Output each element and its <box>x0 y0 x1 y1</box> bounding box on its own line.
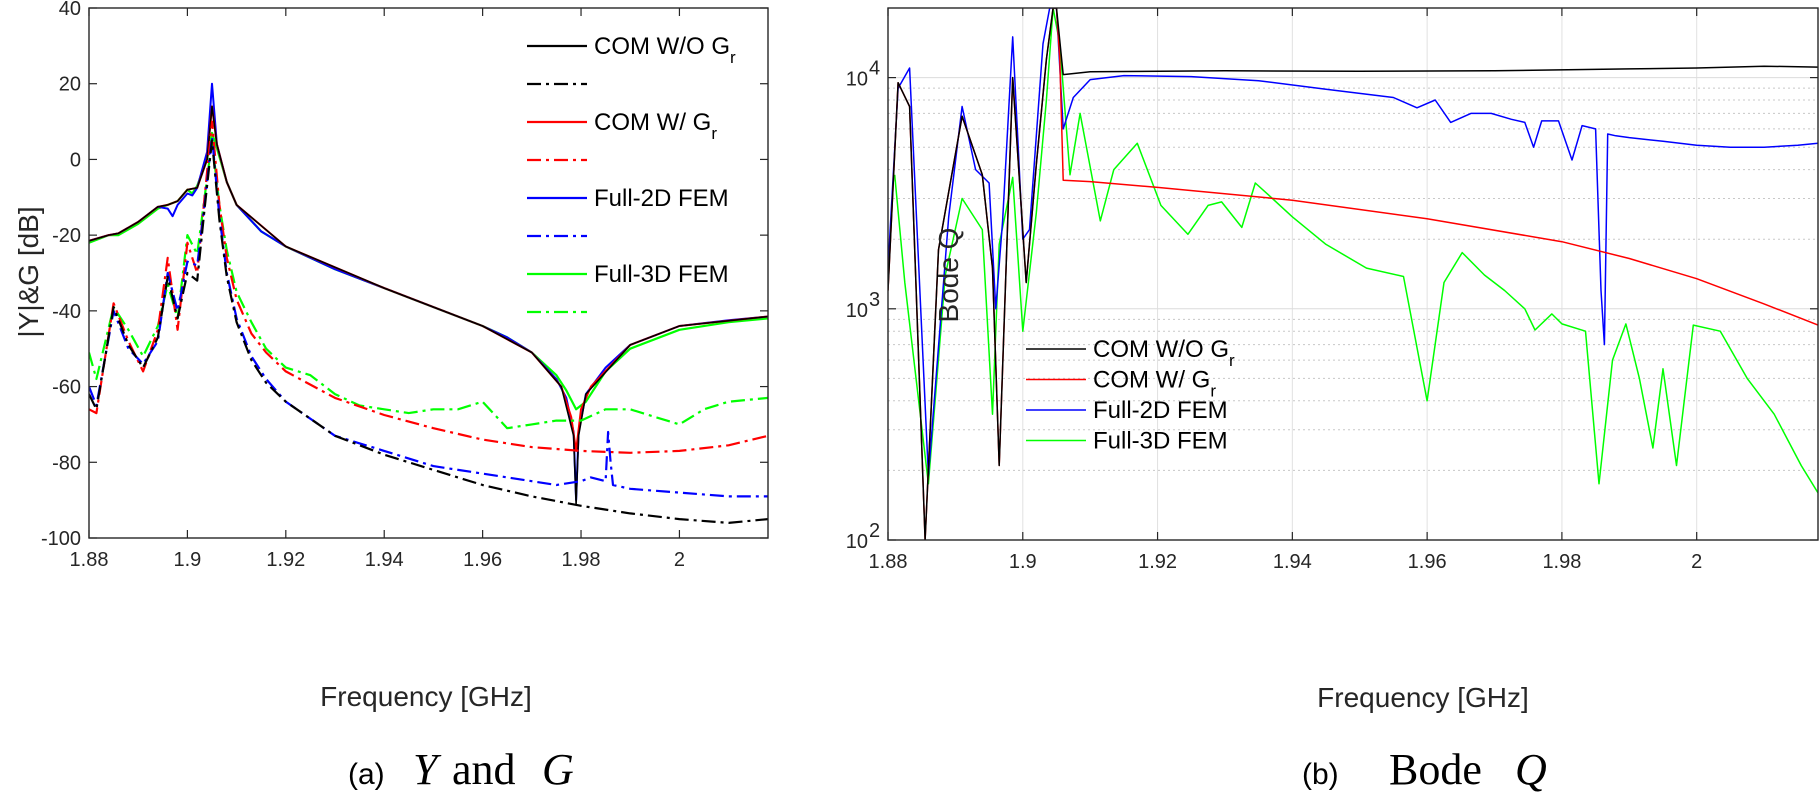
x-tick-label-b-4: 1.96 <box>1408 551 1447 573</box>
caption-word-bode: Bode <box>1389 745 1482 794</box>
caption-b: (b) Bode Q <box>1302 745 1547 794</box>
legend-label-a-2: COM W/ Gr <box>594 109 717 143</box>
x-tick-label-b-5: 1.98 <box>1542 551 1581 573</box>
legend-label-text-a-4: Full-2D FEM <box>594 185 729 212</box>
caption-tag-a: (a) <box>348 758 385 791</box>
y-tick-label-a-5: -60 <box>52 377 81 399</box>
legend-label-text-a-2: COM W/ G <box>594 109 711 136</box>
x-axis-label-b: Frequency [GHz] <box>1317 682 1529 713</box>
legend-label-a-0: COM W/O Gr <box>594 33 736 67</box>
y-tick-label-b-2: 10 <box>846 69 868 91</box>
plot-frame-a <box>88 7 769 539</box>
x-tick-label-a-3: 1.94 <box>365 549 404 571</box>
caption-var-y: Y <box>413 745 442 794</box>
x-tick-label-b-2: 1.92 <box>1138 551 1177 573</box>
legend-label-subscript-a-0: r <box>730 48 736 67</box>
plot-frame-b <box>887 7 1819 541</box>
legend-label-a-4: Full-2D FEM <box>594 185 729 212</box>
caption-a: (a) Y and G <box>348 745 574 794</box>
caption-conj-a: and <box>452 745 516 794</box>
legend-label-b-1: COM W/ Gr <box>1093 367 1216 401</box>
x-tick-label-a-1: 1.9 <box>173 549 201 571</box>
x-axis-label-a: Frequency [GHz] <box>320 681 532 712</box>
legend-label-subscript-b-0: r <box>1229 351 1235 370</box>
y-axis-label-a: |Y|&G [dB] <box>13 206 44 337</box>
series-line-a-5 <box>89 120 768 454</box>
x-tick-label-b-3: 1.94 <box>1273 551 1312 573</box>
series-group-b <box>888 8 1818 540</box>
series-line-a-4 <box>89 139 768 430</box>
x-tick-label-a-0: 1.88 <box>70 549 109 571</box>
caption-var-g: G <box>542 745 574 794</box>
legend-label-text-a-6: Full-3D FEM <box>594 261 729 288</box>
series-line-a-7 <box>89 139 768 525</box>
y-tick-label-b-1: 10 <box>846 300 868 322</box>
series-line-b-0 <box>893 8 1818 494</box>
series-line-a-3 <box>89 105 768 505</box>
x-tick-label-a-2: 1.92 <box>266 549 305 571</box>
y-tick-label-a-0: 40 <box>59 0 81 20</box>
legend-label-subscript-a-2: r <box>711 124 717 143</box>
y-axis-label-b: Bode Q <box>933 228 964 323</box>
legend-label-subscript-b-1: r <box>1210 382 1216 401</box>
legend-label-b-2: Full-2D FEM <box>1093 397 1228 424</box>
legend-label-a-6: Full-3D FEM <box>594 261 729 288</box>
x-tick-label-b-1: 1.9 <box>1009 551 1037 573</box>
x-tick-label-a-6: 2 <box>674 549 685 571</box>
x-tick-label-a-4: 1.96 <box>463 549 502 571</box>
legend-label-text-a-0: COM W/O G <box>594 33 730 60</box>
y-tick-label-a-4: -40 <box>52 301 81 323</box>
x-tick-label-b-0: 1.88 <box>869 551 908 573</box>
legend-label-text-b-0: COM W/O G <box>1093 336 1229 363</box>
y-tick-label-a-3: -20 <box>52 225 81 247</box>
caption-var-q: Q <box>1515 745 1547 794</box>
legend-label-text-b-1: COM W/ G <box>1093 367 1210 394</box>
chart-panel-a: 1.88 1.9 1.92 1.94 1.96 1.98 2 40 20 0 -20 -40 -60 -8… <box>13 0 769 794</box>
series-group-a <box>89 82 768 525</box>
y-tick-label-a-6: -80 <box>52 452 81 474</box>
x-tick-label-b-6: 2 <box>1691 551 1702 573</box>
y-tick-exponent-b-1: 3 <box>869 289 880 311</box>
plot-area-a: 1.88 1.9 1.92 1.94 1.96 1.98 2 40 20 0 -20 -40 -60 -8… <box>41 0 769 571</box>
legend-label-b-3: Full-3D FEM <box>1093 428 1228 455</box>
y-tick-label-a-1: 20 <box>59 74 81 96</box>
series-line-b-1 <box>888 8 1818 477</box>
y-tick-label-a-7: -100 <box>41 528 81 550</box>
legend-label-text-b-2: Full-2D FEM <box>1093 397 1228 424</box>
x-tick-label-a-5: 1.98 <box>562 549 601 571</box>
legend-label-text-b-3: Full-3D FEM <box>1093 428 1228 455</box>
legend-label-b-0: COM W/O Gr <box>1093 336 1235 370</box>
y-tick-label-b-0: 10 <box>846 531 868 553</box>
caption-tag-b: (b) <box>1302 758 1339 791</box>
y-tick-exponent-b-0: 2 <box>869 520 880 542</box>
y-tick-label-a-2: 0 <box>70 149 81 171</box>
series-line-b-3 <box>888 8 1818 540</box>
y-tick-exponent-b-2: 4 <box>869 58 880 80</box>
